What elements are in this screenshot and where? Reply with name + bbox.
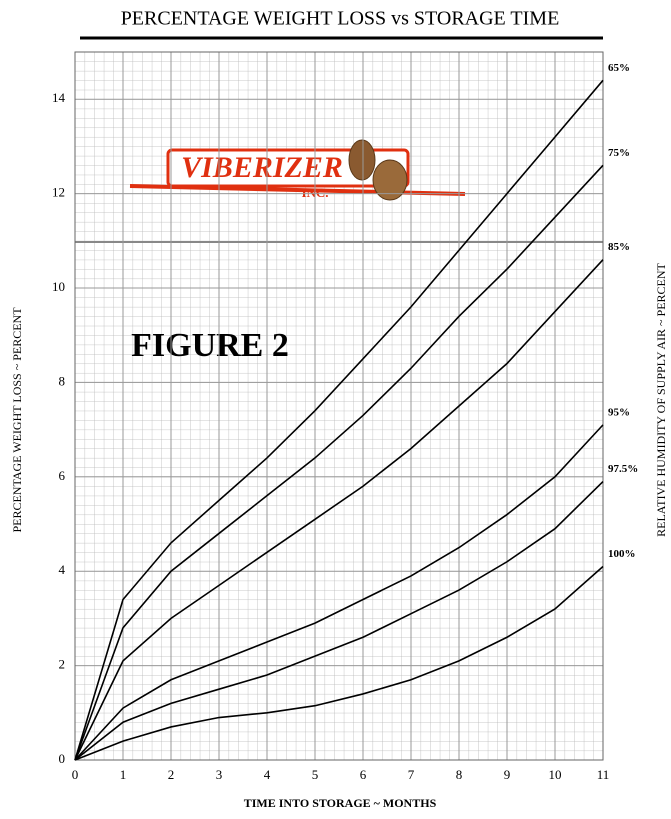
y-axis-label: PERCENTAGE WEIGHT LOSS ~ PERCENT [10,307,24,533]
x-tick-label: 11 [597,767,610,782]
series-label: 65% [608,62,630,74]
y-tick-label: 14 [52,90,66,105]
y-tick-label: 6 [59,468,66,483]
chart: PERCENTAGE WEIGHT LOSS vs STORAGE TIME V… [0,0,671,814]
y-tick-label: 12 [52,185,65,200]
figure-label: FIGURE 2 [131,327,289,364]
x-tick-label: 0 [72,767,79,782]
series-label: 75% [608,147,630,159]
x-tick-label: 9 [504,767,511,782]
y-tick-label: 2 [59,657,66,672]
series-label: 95% [608,406,630,418]
x-tick-label: 4 [264,767,271,782]
x-tick-label: 7 [408,767,415,782]
y2-axis-label: RELATIVE HUMIDITY OF SUPPLY AIR ~ PERCEN… [654,262,668,536]
x-tick-label: 3 [216,767,223,782]
series-label: 100% [608,548,636,560]
x-tick-label: 8 [456,767,463,782]
x-tick-label: 6 [360,767,367,782]
x-tick-label: 2 [168,767,175,782]
logo-text: VIBERIZER [181,151,343,184]
x-tick-label: 5 [312,767,319,782]
x-axis-label: TIME INTO STORAGE ~ MONTHS [244,796,437,810]
potato [349,140,375,180]
y-tick-label: 10 [52,279,65,294]
y-tick-label: 8 [59,373,66,388]
series-label: 85% [608,241,630,253]
series-label: 97.5% [608,463,638,475]
y-tick-label: 0 [59,751,66,766]
x-tick-label: 10 [549,767,562,782]
y-tick-label: 4 [59,562,66,577]
x-tick-label: 1 [120,767,127,782]
chart-title: PERCENTAGE WEIGHT LOSS vs STORAGE TIME [121,8,560,30]
